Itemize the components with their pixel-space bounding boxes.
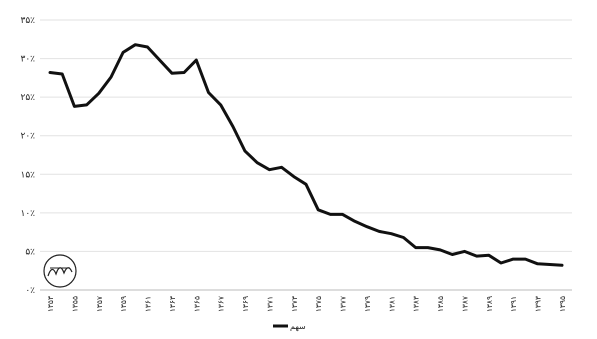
x-tick-label: ۱۳۵۳ — [46, 296, 55, 312]
data-point — [158, 59, 161, 61]
data-point — [244, 150, 246, 152]
data-point — [329, 213, 332, 216]
y-tick-label: ۳۰٪ — [20, 55, 35, 65]
y-tick-label: ۲۵٪ — [20, 93, 35, 103]
y-tick-label: ۱۰٪ — [20, 209, 35, 219]
x-tick-label: ۱۳۸۹ — [485, 296, 494, 312]
series-line — [48, 43, 564, 267]
y-axis: ۰٪ ۵٪ ۱۰٪ ۱۵٪ ۲۰٪ ۲۵٪ ۳۰٪ ۳۵٪ — [20, 16, 35, 296]
data-point — [49, 71, 51, 74]
y-tick-label: ۱۵٪ — [20, 170, 35, 180]
data-point — [512, 258, 514, 260]
data-point — [219, 104, 222, 106]
x-tick-label: ۱۳۹۱ — [509, 296, 518, 312]
gridlines — [40, 19, 572, 291]
x-tick-label: ۱۳۷۳ — [290, 296, 299, 312]
data-point — [390, 232, 393, 235]
data-point — [488, 254, 490, 257]
legend-label: سهم — [290, 322, 306, 331]
data-point — [61, 73, 63, 75]
y-tick-label: ۲۰٪ — [20, 132, 35, 142]
x-tick-label: ۱۳۶۳ — [168, 296, 177, 312]
data-point — [85, 104, 88, 106]
data-point — [98, 92, 100, 95]
data-point — [549, 263, 551, 266]
data-point — [463, 250, 466, 253]
x-tick-label: ۱۳۵۵ — [70, 296, 79, 312]
data-point — [207, 91, 210, 94]
x-tick-label: ۱۳۷۹ — [363, 296, 372, 312]
x-tick-label: ۱۳۵۷ — [95, 296, 104, 312]
data-point — [134, 43, 137, 46]
data-point — [500, 262, 502, 264]
data-point — [451, 253, 454, 256]
data-point — [280, 166, 283, 169]
data-point — [561, 264, 563, 267]
y-tick-label: ۵٪ — [25, 247, 35, 257]
x-tick-label: ۱۳۶۱ — [144, 296, 153, 312]
x-tick-label: ۱۳۹۵ — [558, 296, 567, 312]
x-tick-label: ۱۳۹۳ — [534, 296, 543, 312]
data-point — [402, 236, 405, 239]
y-tick-label: ۰٪ — [25, 286, 35, 296]
newspaper-logo-stamp — [43, 254, 77, 288]
x-tick-label: ۱۳۶۷ — [217, 296, 226, 312]
data-point — [195, 59, 198, 61]
data-point — [146, 46, 149, 48]
data-point — [122, 51, 124, 54]
data-point — [73, 105, 76, 108]
data-point — [366, 225, 368, 228]
data-point — [524, 258, 527, 260]
data-point — [268, 168, 271, 171]
data-point — [256, 161, 259, 164]
data-point — [536, 263, 539, 265]
x-axis: ۱۳۵۳ ۱۳۵۵ ۱۳۵۷ ۱۳۵۹ ۱۳۶۱ ۱۳۶۳ ۱۳۶۵ ۱۳۶۷ ۱۳۶۹ ۱۳۷۱… — [46, 296, 567, 312]
x-tick-label: ۱۳۸۱ — [387, 296, 396, 312]
series-layer — [48, 43, 564, 267]
x-tick-label: ۱۳۸۷ — [460, 296, 469, 312]
data-point — [183, 71, 185, 74]
x-tick-label: ۱۳۵۹ — [119, 296, 128, 312]
data-point — [475, 255, 478, 257]
x-tick-label: ۱۳۸۵ — [436, 296, 445, 312]
data-point — [439, 249, 441, 251]
data-point — [293, 175, 295, 178]
x-tick-label: ۱۳۶۹ — [241, 296, 250, 312]
x-tick-label: ۱۳۶۵ — [192, 296, 201, 312]
x-tick-label: ۱۳۷۵ — [314, 296, 323, 312]
data-point — [427, 246, 429, 249]
data-point — [232, 125, 234, 128]
legend: سهم — [273, 322, 306, 331]
y-tick-label: ۳۵٪ — [20, 16, 35, 26]
data-point — [305, 183, 307, 186]
data-point — [341, 213, 344, 216]
data-point — [354, 220, 356, 223]
data-point — [110, 76, 112, 78]
data-point — [378, 230, 380, 233]
data-point — [317, 209, 320, 211]
x-tick-label: ۱۳۷۷ — [339, 296, 348, 312]
x-tick-label: ۱۳۷۱ — [265, 296, 274, 312]
data-point — [171, 72, 173, 74]
x-tick-label: ۱۳۸۳ — [412, 296, 421, 312]
data-point — [414, 246, 417, 249]
